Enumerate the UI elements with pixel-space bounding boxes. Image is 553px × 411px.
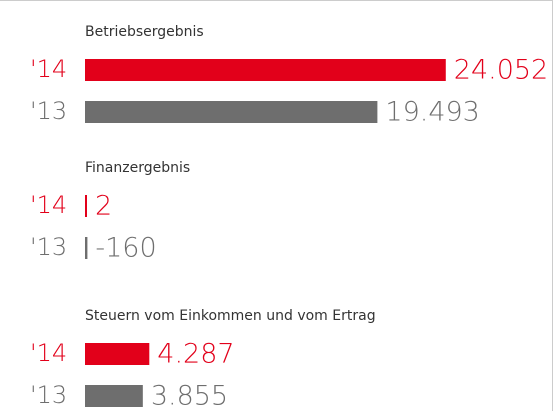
value-label: 3.855 — [151, 381, 228, 411]
group-title: Betriebsergebnis — [85, 24, 204, 40]
value-label: 4.287 — [157, 339, 234, 370]
bar — [85, 101, 378, 123]
category-label: '13 — [30, 97, 67, 125]
value-label: 19.493 — [385, 97, 479, 128]
bar — [85, 385, 143, 407]
bar — [85, 343, 150, 365]
value-label: 24.052 — [454, 55, 548, 86]
bar — [85, 59, 446, 81]
category-label: '13 — [30, 381, 67, 409]
bar — [85, 237, 88, 259]
group-title: Finanzergebnis — [85, 160, 190, 176]
bar — [85, 195, 87, 217]
category-label: '14 — [30, 191, 67, 219]
category-label: '14 — [30, 339, 67, 367]
value-label: 2 — [95, 191, 112, 222]
category-label: '14 — [30, 55, 67, 83]
value-label: -160 — [95, 233, 156, 264]
category-label: '13 — [30, 233, 67, 261]
group-title: Steuern vom Einkommen und vom Ertrag — [85, 308, 376, 324]
